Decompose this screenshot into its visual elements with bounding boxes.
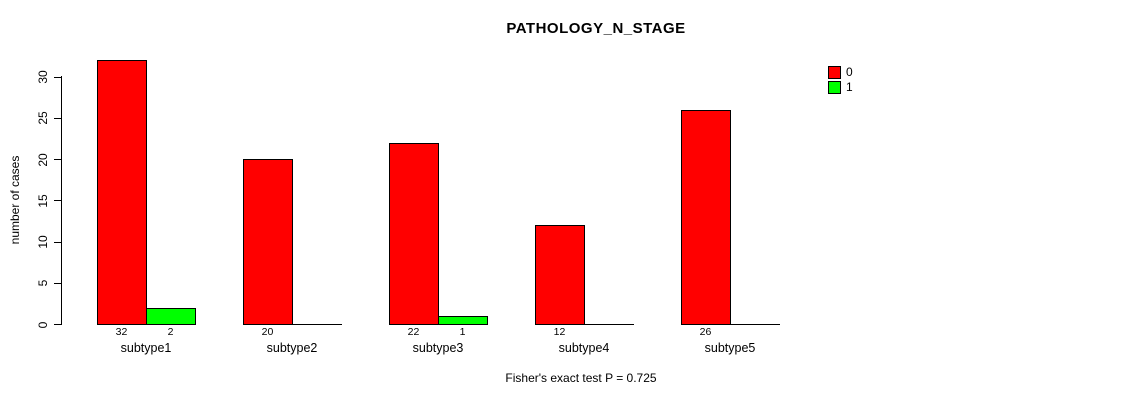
y-tick-mark <box>54 76 61 78</box>
y-tick-mark <box>54 241 61 243</box>
count-label-0-subtype2: 20 <box>261 326 274 338</box>
bar-1-subtype3 <box>438 315 488 325</box>
category-label-subtype5: subtype5 <box>704 341 756 355</box>
count-label-0-subtype4: 12 <box>553 326 566 338</box>
y-tick-label: 20 <box>36 152 50 167</box>
count-label-1-subtype1: 2 <box>167 326 174 338</box>
count-label-1-subtype3: 1 <box>459 326 466 338</box>
bar-0-subtype4 <box>535 225 585 325</box>
legend-label-1: 1 <box>846 80 853 94</box>
bar-1-subtype1 <box>146 307 196 325</box>
y-tick-mark <box>54 324 61 325</box>
y-tick-mark <box>54 282 61 284</box>
y-tick-label: 15 <box>36 194 50 208</box>
zero-bar-1-subtype5 <box>730 324 780 325</box>
y-tick-label: 0 <box>36 321 50 328</box>
bar-0-subtype1 <box>97 60 147 325</box>
y-tick-label: 5 <box>36 279 50 287</box>
category-label-subtype4: subtype4 <box>558 341 610 355</box>
footnote-text: Fisher's exact test P = 0.725 <box>505 371 657 385</box>
y-tick-label: 10 <box>36 235 50 249</box>
y-axis-title: number of cases <box>8 155 22 245</box>
bar-0-subtype3 <box>389 142 439 325</box>
y-tick-mark <box>54 200 61 202</box>
zero-bar-1-subtype2 <box>292 324 342 325</box>
bar-0-subtype5 <box>681 109 731 325</box>
y-tick-label: 30 <box>36 70 50 84</box>
bar-0-subtype2 <box>243 159 293 325</box>
zero-bar-1-subtype4 <box>584 324 634 325</box>
count-label-0-subtype5: 26 <box>699 326 712 338</box>
y-tick-mark <box>54 117 61 119</box>
y-tick-label: 25 <box>36 111 50 125</box>
legend-label-0: 0 <box>846 65 853 79</box>
category-label-subtype3: subtype3 <box>412 341 464 355</box>
category-label-subtype1: subtype1 <box>120 341 172 355</box>
category-label-subtype2: subtype2 <box>266 341 318 355</box>
y-axis-line <box>61 76 62 325</box>
y-tick-mark <box>54 159 61 160</box>
legend-swatch-0 <box>828 66 841 79</box>
legend-swatch-1 <box>828 81 841 94</box>
count-label-0-subtype1: 32 <box>115 326 128 338</box>
chart-title: PATHOLOGY_N_STAGE <box>506 20 686 37</box>
count-label-0-subtype3: 22 <box>407 326 420 338</box>
